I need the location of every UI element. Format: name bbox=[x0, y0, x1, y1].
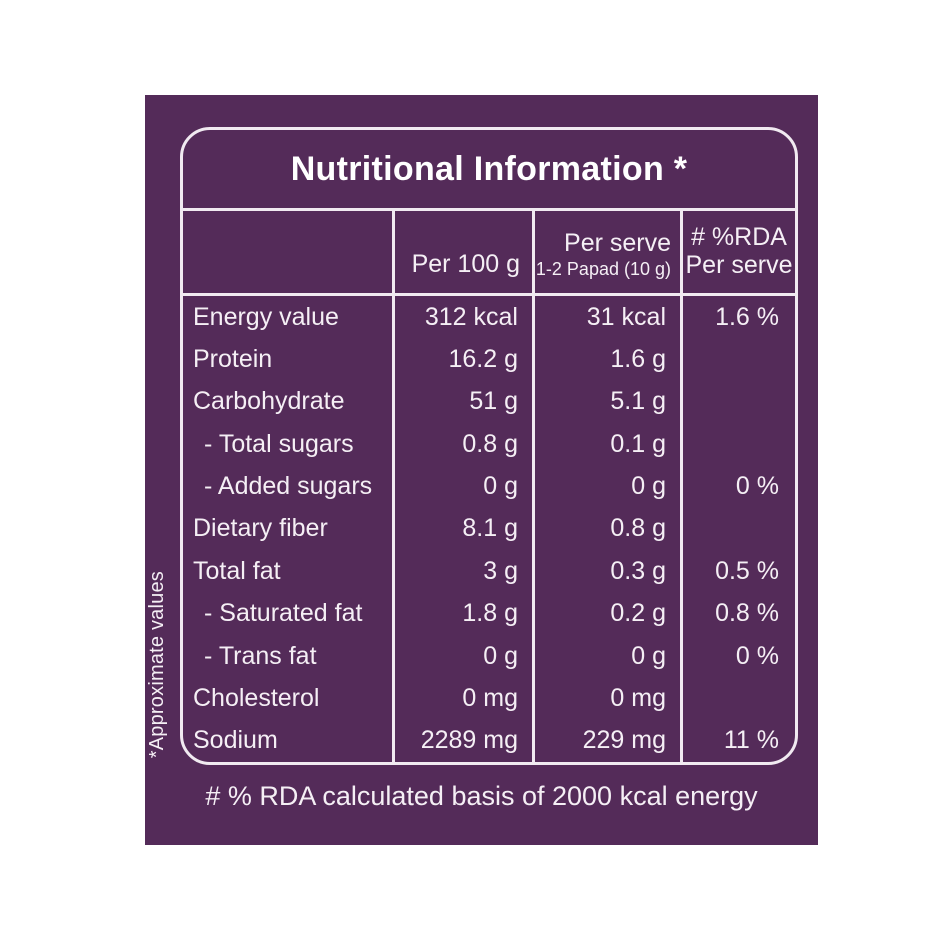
total-sugars-rda bbox=[680, 423, 795, 466]
header-item-blank bbox=[183, 211, 392, 296]
approximate-values-note: *Approximate values bbox=[146, 570, 168, 758]
total-fat-label: Total fat bbox=[193, 556, 281, 585]
added-sugars-per-serve: 0 g bbox=[532, 465, 680, 508]
energy-per-serve: 31 kcal bbox=[532, 296, 680, 339]
cholesterol-per-100g: 0 mg bbox=[392, 677, 532, 720]
saturated-fat-label: - Saturated fat bbox=[204, 599, 363, 628]
added-sugars-label: - Added sugars bbox=[204, 472, 373, 501]
cholesterol-label: Cholesterol bbox=[193, 683, 320, 712]
total-sugars-label: - Total sugars bbox=[204, 429, 354, 458]
carbohydrate-per-100g: 51 g bbox=[392, 380, 532, 424]
sodium-label: Sodium bbox=[193, 726, 278, 755]
header-per-serve: Per serve 1-2 Papad (10 g) bbox=[532, 211, 680, 296]
carbohydrate-rda bbox=[680, 380, 795, 424]
dietary-fiber-per-100g: 8.1 g bbox=[392, 507, 532, 551]
energy-label: Energy value bbox=[193, 302, 339, 331]
total-sugars-per-serve: 0.1 g bbox=[532, 423, 680, 466]
header-per-serve-sub: 1-2 Papad (10 g) bbox=[535, 259, 671, 279]
protein-rda bbox=[680, 338, 795, 381]
rda-footnote: # % RDA calculated basis of 2000 kcal en… bbox=[205, 781, 758, 811]
trans-fat-per-serve: 0 g bbox=[532, 634, 680, 678]
nutrition-table: Nutritional Information * Per 100 g Per … bbox=[180, 127, 798, 765]
sodium-per-serve: 229 mg bbox=[532, 719, 680, 762]
table-title: Nutritional Information * bbox=[183, 130, 795, 211]
total-fat-rda: 0.5 % bbox=[680, 550, 795, 593]
saturated-fat-rda: 0.8 % bbox=[680, 592, 795, 635]
protein-label: Protein bbox=[193, 345, 273, 374]
dietary-fiber-per-serve: 0.8 g bbox=[532, 507, 680, 551]
protein-per-100g: 16.2 g bbox=[392, 338, 532, 381]
saturated-fat-per-100g: 1.8 g bbox=[392, 592, 532, 635]
nutrition-grid: Per 100 g Per serve 1-2 Papad (10 g) # %… bbox=[183, 211, 795, 762]
added-sugars-per-100g: 0 g bbox=[392, 465, 532, 508]
dietary-fiber-label: Dietary fiber bbox=[193, 514, 328, 543]
cholesterol-rda bbox=[680, 677, 795, 720]
dietary-fiber-rda bbox=[680, 507, 795, 551]
trans-fat-label: - Trans fat bbox=[204, 641, 317, 670]
header-per-serve-main: Per serve bbox=[564, 229, 671, 257]
trans-fat-per-100g: 0 g bbox=[392, 634, 532, 678]
carbohydrate-per-serve: 5.1 g bbox=[532, 380, 680, 424]
added-sugars-rda: 0 % bbox=[680, 465, 795, 508]
header-per-100g: Per 100 g bbox=[392, 211, 532, 296]
nutrition-panel: *Approximate values Nutritional Informat… bbox=[145, 95, 818, 845]
header-rda-main: # %RDA bbox=[691, 223, 787, 251]
sodium-per-100g: 2289 mg bbox=[392, 719, 532, 762]
header-rda-sub: Per serve bbox=[685, 251, 793, 279]
carbohydrate-label: Carbohydrate bbox=[193, 387, 345, 416]
cholesterol-per-serve: 0 mg bbox=[532, 677, 680, 720]
protein-per-serve: 1.6 g bbox=[532, 338, 680, 381]
trans-fat-rda: 0 % bbox=[680, 634, 795, 678]
energy-rda: 1.6 % bbox=[680, 296, 795, 339]
header-rda: # %RDA Per serve bbox=[680, 211, 795, 296]
total-fat-per-serve: 0.3 g bbox=[532, 550, 680, 593]
total-sugars-per-100g: 0.8 g bbox=[392, 423, 532, 466]
total-fat-per-100g: 3 g bbox=[392, 550, 532, 593]
sodium-rda: 11 % bbox=[680, 719, 795, 762]
saturated-fat-per-serve: 0.2 g bbox=[532, 592, 680, 635]
energy-per-100g: 312 kcal bbox=[392, 296, 532, 339]
